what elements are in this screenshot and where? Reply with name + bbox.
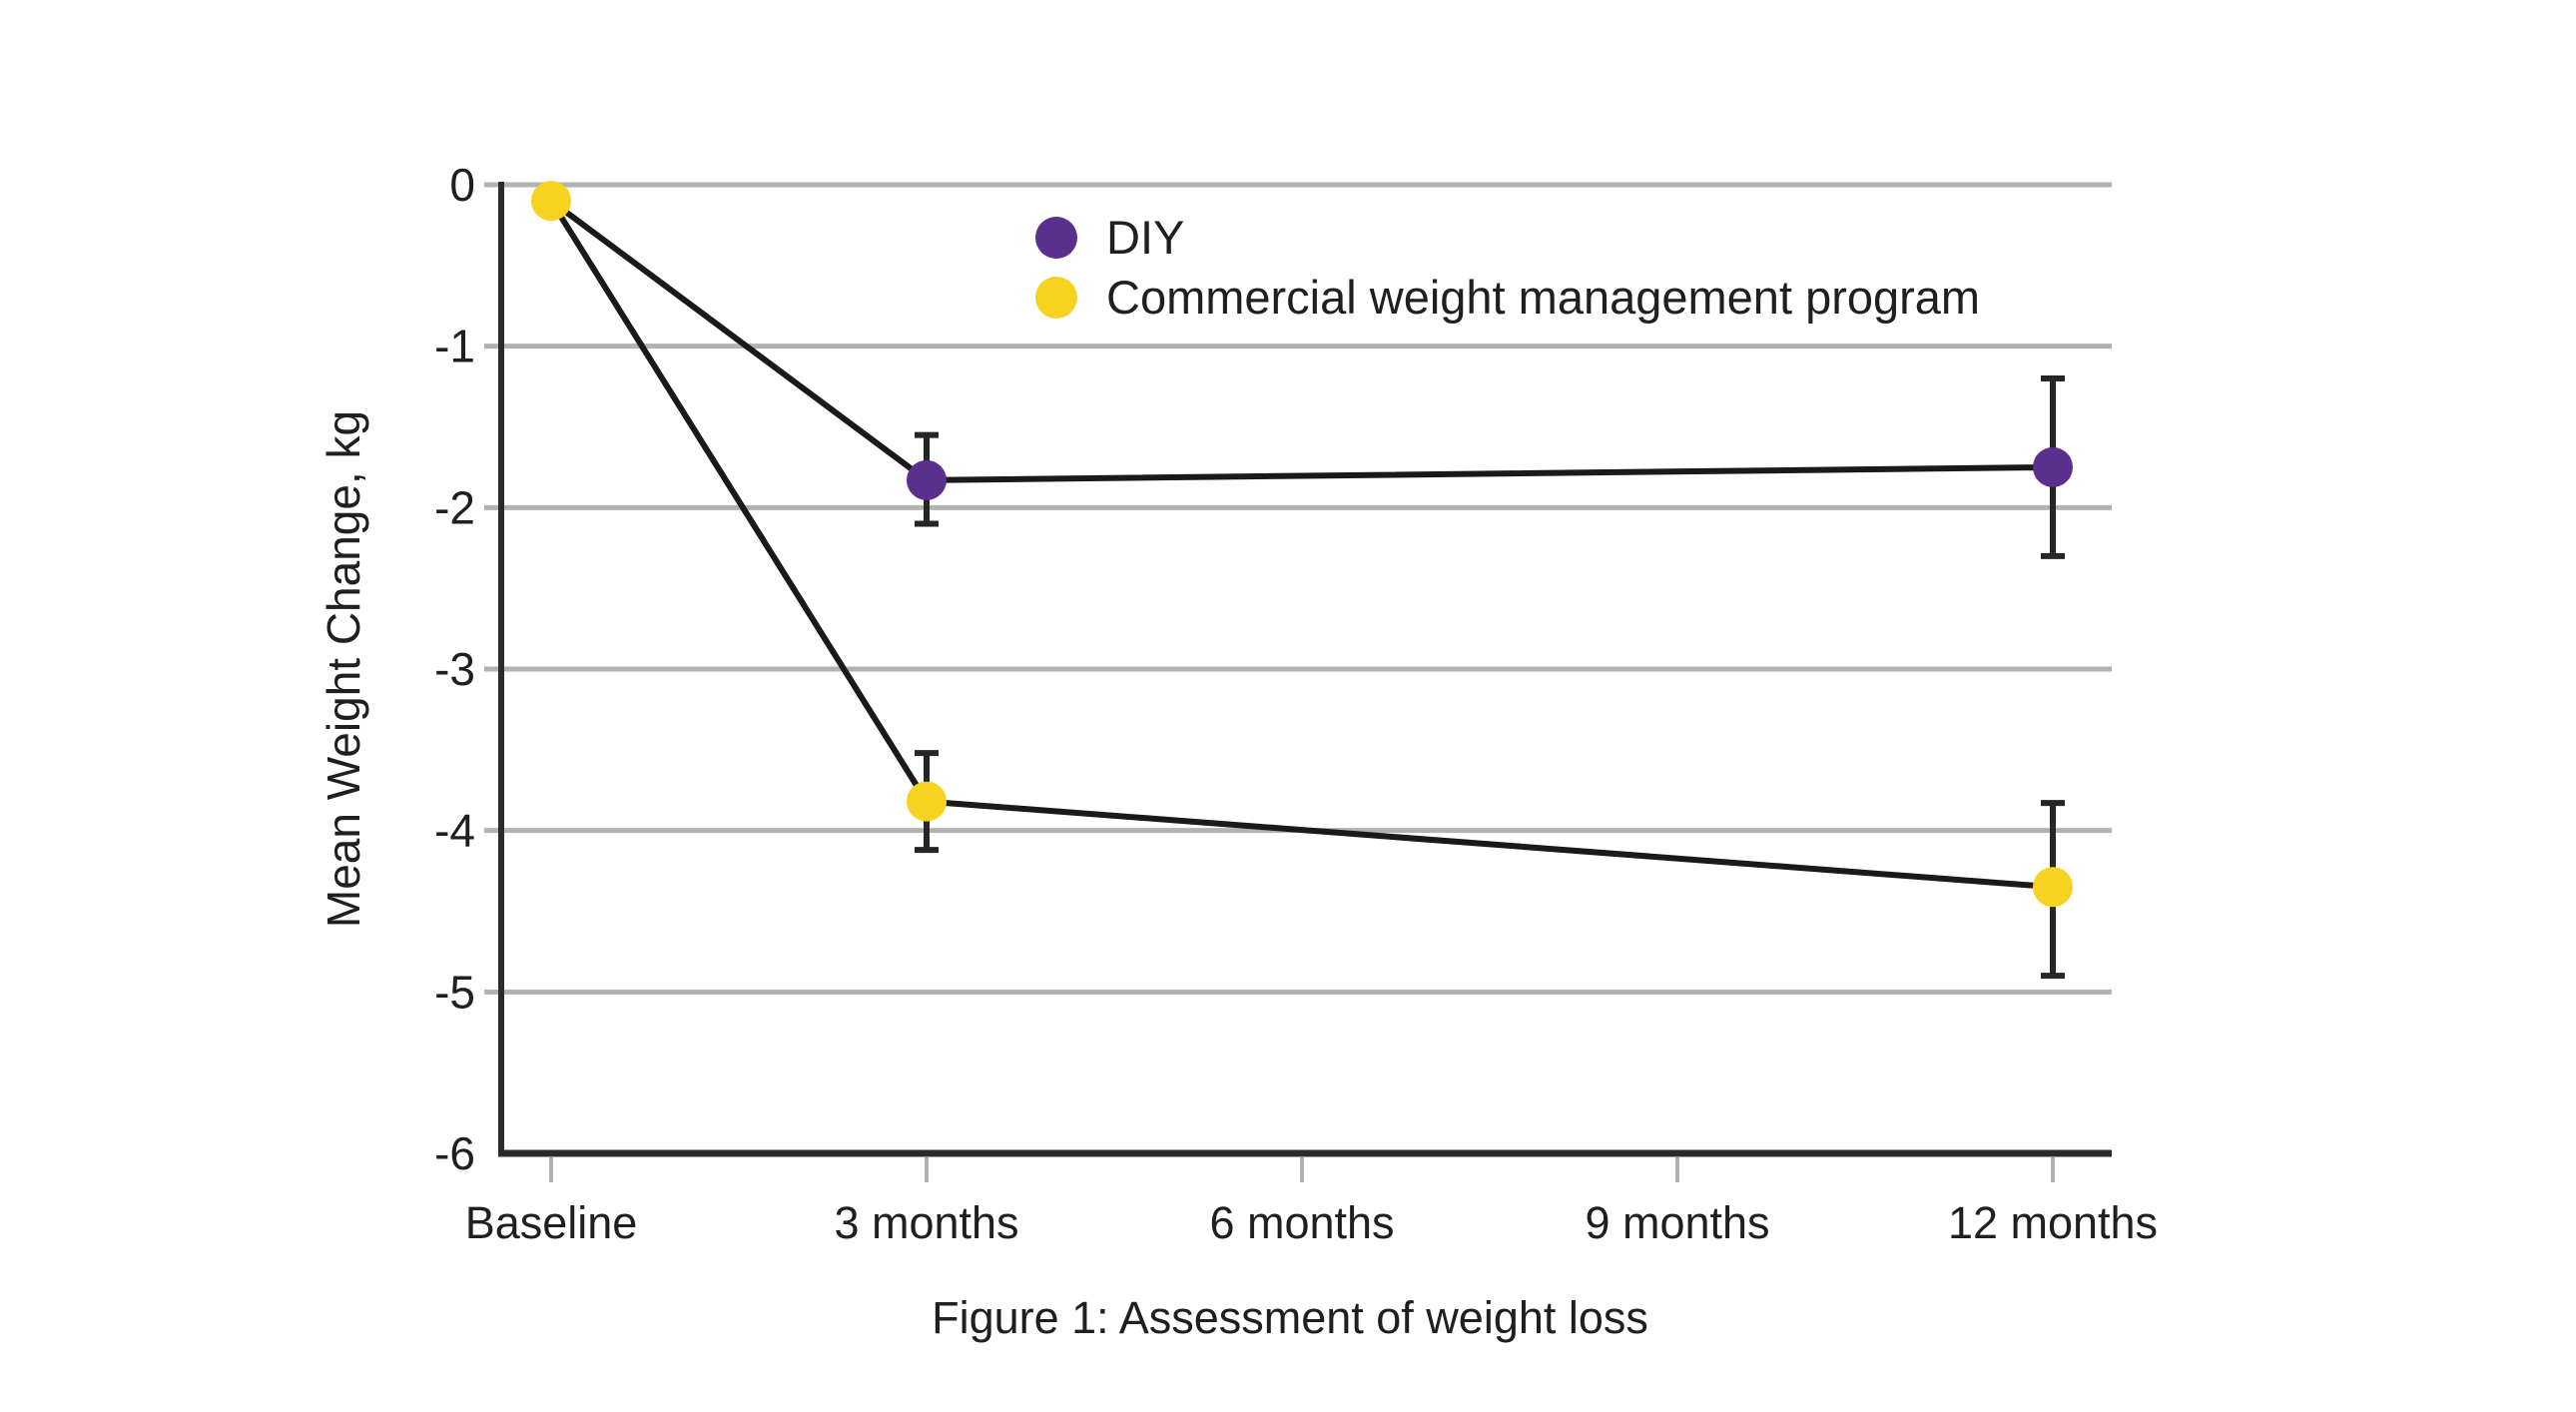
y-tick-label: -5 <box>434 966 475 1018</box>
y-axis-title: Mean Weight Change, kg <box>318 410 369 928</box>
x-tick-label: Baseline <box>465 1197 638 1248</box>
data-point-diy-12-months <box>2033 446 2073 487</box>
y-tick-label: -1 <box>434 321 475 372</box>
figure-caption: Figure 1: Assessment of weight loss <box>932 1292 1648 1343</box>
x-tick-label: 12 months <box>1948 1197 2158 1248</box>
x-tick-label: 3 months <box>834 1197 1018 1248</box>
y-tick-label: -6 <box>434 1127 475 1179</box>
x-tick-label: 9 months <box>1585 1197 1769 1248</box>
data-point-commercial-weight-management-program-3-months <box>907 781 947 822</box>
legend-label-diy: DIY <box>1106 211 1184 264</box>
y-tick-label: -3 <box>434 643 475 695</box>
data-point-diy-3-months <box>907 459 947 500</box>
y-tick-label: 0 <box>449 159 475 211</box>
x-tick-label: 6 months <box>1209 1197 1394 1248</box>
legend-dot-commercial-weight-management-program <box>1035 277 1077 319</box>
legend-label-commercial-weight-management-program: Commercial weight management program <box>1106 271 1980 324</box>
data-point-commercial-weight-management-program-12-months <box>2033 867 2073 908</box>
y-tick-label: -2 <box>434 481 475 533</box>
y-tick-label: -4 <box>434 805 475 857</box>
series-line-diy <box>549 198 2054 483</box>
legend-dot-diy <box>1035 217 1077 259</box>
data-point-commercial-weight-management-program-baseline <box>531 181 571 222</box>
